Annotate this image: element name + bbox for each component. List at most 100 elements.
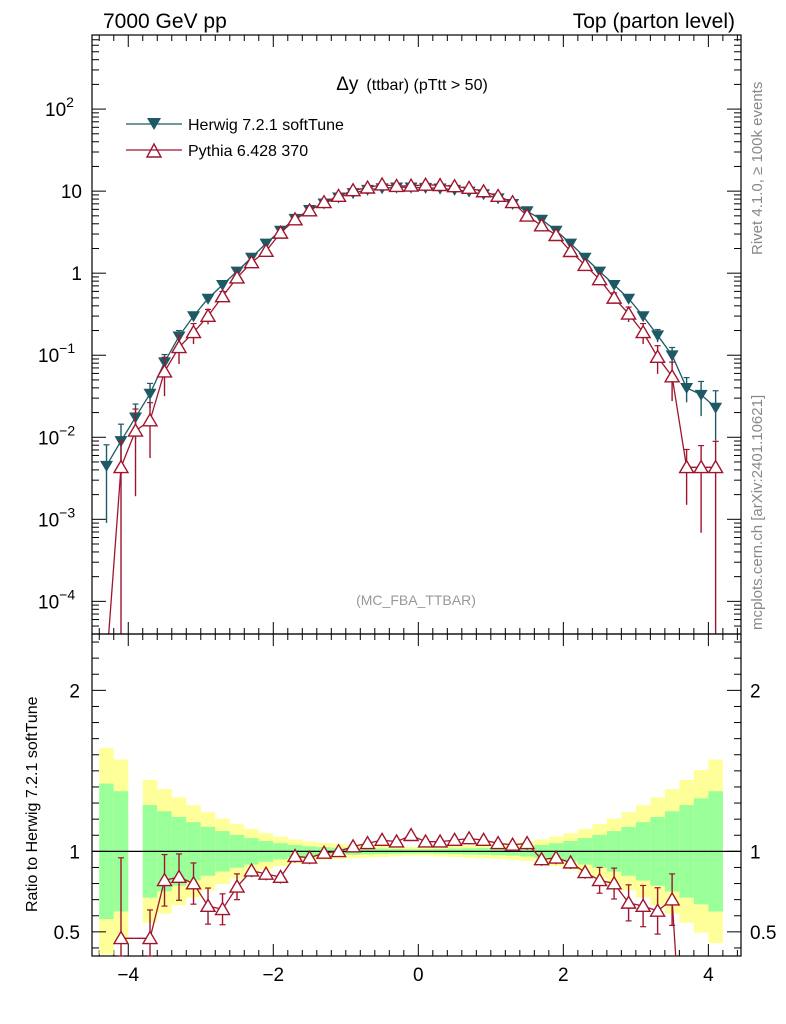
marker-pythia — [504, 194, 521, 209]
ratio-y-tick-label: 1 — [69, 842, 80, 863]
ratio-marker — [112, 930, 130, 945]
marker-herwig — [622, 293, 636, 305]
ratio-marker — [272, 869, 289, 884]
y-tick-label: 10−3 — [38, 504, 75, 531]
ratio-marker — [243, 862, 260, 877]
ratio-ylabel: Ratio to Herwig 7.2.1 softTune — [24, 696, 41, 912]
marker-pythia — [170, 339, 188, 354]
ratio-y-tick-label-right: 2 — [750, 681, 761, 702]
marker-herwig — [100, 460, 114, 472]
ratio-marker — [591, 872, 608, 887]
ratio-marker — [170, 869, 188, 884]
y-tick-exp: −2 — [59, 422, 75, 438]
ratio-marker — [359, 835, 376, 850]
ratio-marker — [417, 833, 434, 848]
header-left: 7000 GeV pp — [103, 10, 227, 33]
ratio-marker — [330, 843, 347, 858]
ratio-y-tick-label: 0.5 — [54, 923, 80, 944]
ratio-marker — [489, 835, 507, 850]
ratio-marker — [460, 830, 478, 845]
ratio-marker — [547, 849, 565, 864]
marker-pythia — [286, 211, 304, 226]
ratio-marker — [431, 833, 449, 848]
ratio-marker — [257, 865, 275, 880]
x-tick-label: −2 — [262, 965, 284, 986]
legend: Herwig 7.2.1 softTune Pythia 6.428 370 — [126, 117, 344, 160]
ratio-frame — [91, 633, 742, 957]
marker-pythia — [214, 288, 231, 303]
marker-pythia — [518, 207, 536, 222]
marker-herwig — [694, 389, 708, 401]
y-tick-label: 10−2 — [38, 422, 75, 449]
title-symbol: Δy — [336, 74, 359, 95]
marker-pythia — [446, 178, 463, 193]
ratio-marker — [620, 894, 637, 909]
marker-pythia — [315, 194, 333, 209]
marker-pythia — [489, 188, 507, 203]
marker-pythia — [678, 459, 695, 474]
marker-pythia — [185, 324, 202, 339]
ratio-marker — [388, 833, 405, 848]
marker-pythia — [228, 269, 246, 284]
marker-pythia — [127, 422, 144, 437]
marker-pythia — [620, 305, 637, 320]
marker-herwig — [187, 311, 201, 323]
y-tick-base: 10 — [38, 428, 59, 449]
ratio-marker — [344, 838, 362, 853]
marker-pythia — [141, 412, 159, 427]
marker-herwig — [709, 402, 723, 414]
y-tick-label: 10−4 — [38, 586, 75, 613]
marker-pythia — [634, 324, 652, 339]
ratio-marker — [214, 901, 231, 916]
y-tick-label: 102 — [45, 94, 74, 121]
ratio-marker — [504, 836, 521, 851]
ratio-marker — [301, 849, 318, 864]
y-tick-exp: −1 — [59, 340, 75, 356]
y-tick-exp: −4 — [59, 586, 75, 602]
marker-pythia — [330, 188, 347, 203]
marker-pythia — [388, 178, 405, 193]
marker-pythia — [707, 459, 724, 474]
marker-pythia — [156, 363, 173, 378]
marker-pythia — [562, 243, 579, 258]
y-tick-base: 10 — [45, 100, 66, 121]
x-tick-label: −4 — [117, 965, 139, 986]
ratio-marker — [199, 898, 217, 913]
marker-pythia — [475, 183, 492, 198]
marker-pythia — [272, 224, 289, 239]
ratio-y-tick-label-right: 0.5 — [750, 923, 776, 944]
marker-pythia — [199, 308, 217, 323]
plot-title: Δy (ttbar) (pTtt > 50) — [336, 74, 488, 95]
y-tick-base: 10 — [38, 592, 59, 613]
ratio-marker — [634, 898, 652, 913]
ratio-panel: −4 −2 0 2 4 2 2 1 1 0.5 0.5 — [54, 633, 776, 986]
ratio-marker — [228, 878, 246, 893]
ratio-marker — [562, 854, 579, 869]
legend-label-herwig: Herwig 7.2.1 softTune — [188, 117, 344, 134]
legend-marker-herwig — [147, 118, 161, 130]
ratio-marker — [141, 930, 159, 945]
marker-pythia — [547, 227, 565, 242]
marker-pythia — [605, 289, 623, 304]
mcplots-label: mcplots.cern.ch [arXiv:2401.10621] — [749, 395, 766, 630]
marker-pythia — [417, 176, 434, 191]
ratio-marker — [185, 875, 202, 890]
y-tick-label: 10 — [61, 182, 82, 203]
ratio-marker — [402, 827, 420, 842]
marker-pythia — [692, 459, 710, 474]
marker-herwig — [607, 280, 621, 292]
marker-pythia — [257, 243, 275, 258]
y-tick-exp: −3 — [59, 504, 75, 520]
legend-marker-pythia — [145, 142, 163, 158]
y-tick-base: 10 — [38, 510, 59, 531]
marker-herwig — [665, 350, 679, 362]
ratio-marker — [315, 844, 333, 859]
y-tick-base: 10 — [38, 346, 59, 367]
ratio-y-tick-label-right: 1 — [750, 842, 761, 863]
ratio-y-tick-label: 2 — [69, 681, 80, 702]
marker-herwig — [636, 311, 650, 323]
marker-pythia — [591, 271, 608, 286]
ratio-marker — [518, 835, 536, 850]
marker-pythia — [373, 176, 391, 191]
